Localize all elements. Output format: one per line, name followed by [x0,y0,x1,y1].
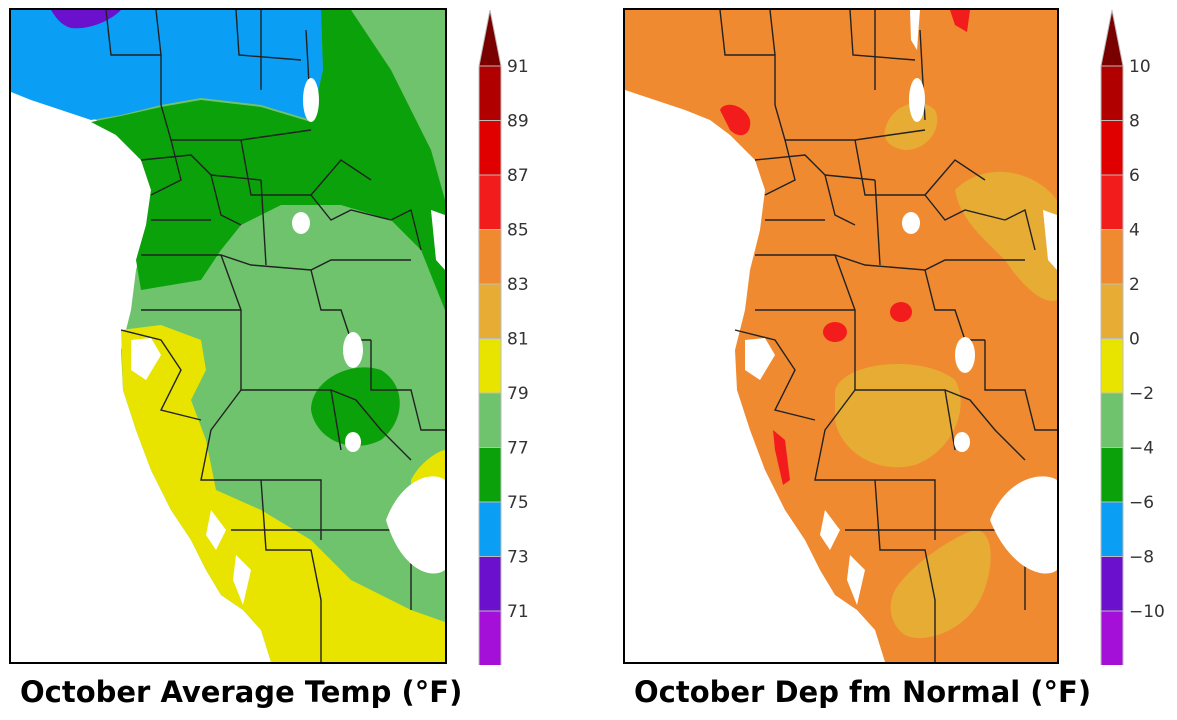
colorbar-band [478,447,502,503]
county-lines [719,10,1057,662]
departure-map [623,8,1059,664]
colorbar-band [1100,556,1124,612]
colorbar-tick-label: −8 [1129,548,1154,568]
colorbar-tick-label: 89 [507,112,529,132]
colorbar-tick-label: 91 [507,57,529,77]
colorbar-tick-label: 81 [507,330,529,350]
colorbar-top-arrow [1100,10,1124,67]
band-73-75 [51,10,121,29]
departure-caption: October Dep fm Normal (°F) [634,675,1092,709]
average-temp-caption: October Average Temp (°F) [20,675,463,709]
colorbar-tick-label: 0 [1129,330,1140,350]
colorbar-tick-label: −2 [1129,384,1154,404]
colorbar-band [478,229,502,285]
colorbar-band [1100,447,1124,503]
colorbar-band [478,338,502,394]
colorbar-band [478,174,502,230]
water-bodies [745,10,1057,605]
colorbar-tick-label: 87 [507,166,529,186]
colorbar-tick-label: 77 [507,439,529,459]
colorbar-tick-label: 83 [507,275,529,295]
colorbar-tick-label: 73 [507,548,529,568]
colorbar-band [1100,338,1124,394]
colorbar-tick-label: 75 [507,493,529,513]
colorbar-tick-label: 85 [507,221,529,241]
colorbar-band [1100,392,1124,448]
colorbar-tick-label: −4 [1129,439,1154,459]
colorbar-band [1100,229,1124,285]
colorbar-band [478,65,502,121]
colorbar-tick-label: 6 [1129,166,1140,186]
colorbar-tick-label: 10 [1129,57,1151,77]
colorbar-tick-label: 8 [1129,112,1140,132]
colorbar-band [478,283,502,339]
colorbar-tick-label: −10 [1129,602,1165,622]
colorbar-tick-label: 79 [507,384,529,404]
colorbar-tick-label: 71 [507,602,529,622]
colorbar-band [1100,283,1124,339]
colorbar-band [1100,610,1124,665]
band-77-79 [91,10,445,310]
band-75-77 [11,10,323,120]
colorbar-tick-label: −6 [1129,493,1154,513]
colorbar-band [478,556,502,612]
colorbar-tick-label: 4 [1129,221,1140,241]
average-temp-colorbar: 91 89 87 85 83 81 79 77 75 73 71 [478,10,529,665]
colorbar-band [478,610,502,665]
colorbar-band [1100,174,1124,230]
colorbar-band [478,392,502,448]
colorbar-band [1100,501,1124,557]
colorbar-band [1100,65,1124,121]
colorbar-tick-label: 2 [1129,275,1140,295]
average-temp-map [9,8,447,664]
colorbar-band [478,120,502,176]
departure-colorbar: 10 8 6 4 2 0 −2 −4 −6 −8 −10 [1100,10,1165,665]
colorbar-band [1100,120,1124,176]
colorbar-band [478,501,502,557]
water-bodies [131,78,445,605]
band-6-8-spots [720,10,970,485]
colorbar-top-arrow [478,10,502,67]
